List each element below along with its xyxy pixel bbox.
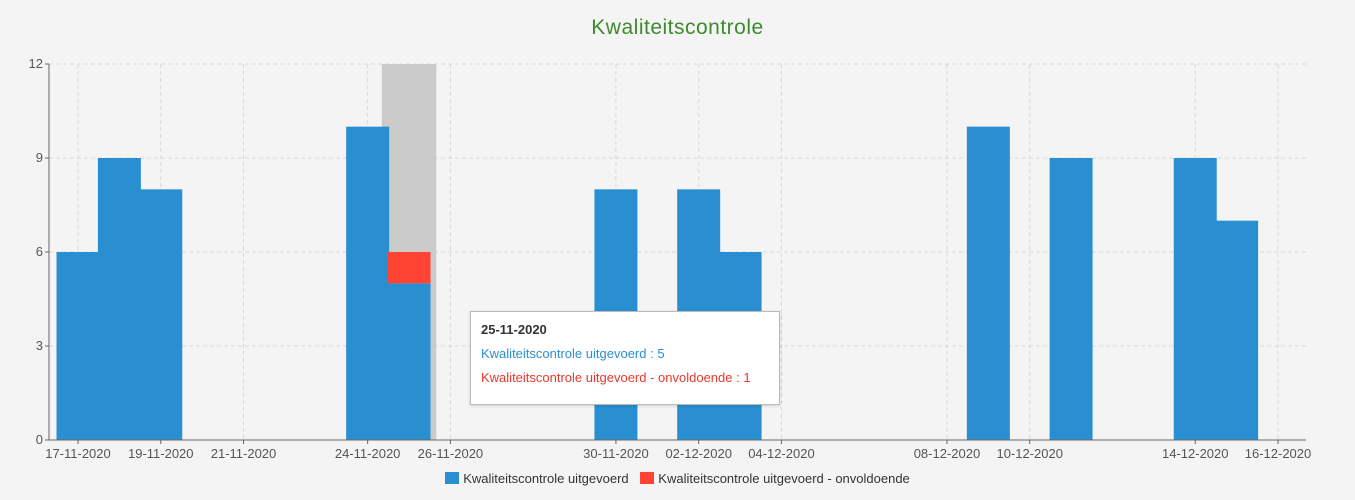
bar-uitgevoerd [56,252,100,440]
tooltip-series-2-value: Kwaliteitscontrole uitgevoerd - onvoldoe… [481,370,751,385]
legend-item-uitgevoerd[interactable]: Kwaliteitscontrole uitgevoerd [445,471,629,486]
x-tick-label: 10-12-2020 [996,446,1063,461]
bar-onvoldoende [387,252,431,284]
y-tick-label: 6 [36,244,43,259]
tooltip-series-1-value: Kwaliteitscontrole uitgevoerd : 5 [481,346,665,361]
y-tick-label: 3 [36,338,43,353]
x-tick-label: 24-11-2020 [335,446,401,461]
bar-uitgevoerd [139,189,183,440]
bar-uitgevoerd [1173,158,1217,440]
x-tick-label: 04-12-2020 [748,446,815,461]
legend-swatch [640,472,655,484]
tooltip: 25-11-2020 Kwaliteitscontrole uitgevoerd… [470,311,780,405]
x-tick-label: 30-11-2020 [583,446,649,461]
chart-title: Kwaliteitscontrole [591,16,764,39]
legend: Kwaliteitscontrole uitgevoerd Kwaliteits… [0,471,1355,486]
x-tick-label: 19-11-2020 [128,446,194,461]
y-tick-label: 9 [36,150,43,165]
x-tick-label: 21-11-2020 [211,446,277,461]
x-tick-label: 26-11-2020 [418,446,484,461]
x-tick-label: 08-12-2020 [914,446,981,461]
x-tick-label: 16-12-2020 [1245,446,1312,461]
legend-item-onvoldoende[interactable]: Kwaliteitscontrole uitgevoerd - onvoldoe… [640,471,910,486]
legend-swatch [445,472,460,484]
legend-label: Kwaliteitscontrole uitgevoerd [463,471,629,486]
x-tick-label: 17-11-2020 [45,446,111,461]
y-tick-labels: 0 3 6 9 12 [29,56,49,447]
y-tick-label: 0 [36,432,43,447]
bar-uitgevoerd [97,158,141,440]
bar-uitgevoerd [1215,220,1259,440]
bar-uitgevoerd [387,283,431,440]
legend-label: Kwaliteitscontrole uitgevoerd - onvoldoe… [658,471,910,486]
x-tick-label: 02-12-2020 [665,446,732,461]
bar-uitgevoerd [346,126,390,441]
bar-uitgevoerd [1049,158,1093,440]
x-tick-labels: 17-11-2020 19-11-2020 21-11-2020 24-11-2020… [45,440,1311,461]
tooltip-date: 25-11-2020 [481,322,547,337]
y-tick-label: 12 [29,56,43,71]
x-tick-label: 14-12-2020 [1162,446,1229,461]
bar-uitgevoerd [966,126,1010,441]
